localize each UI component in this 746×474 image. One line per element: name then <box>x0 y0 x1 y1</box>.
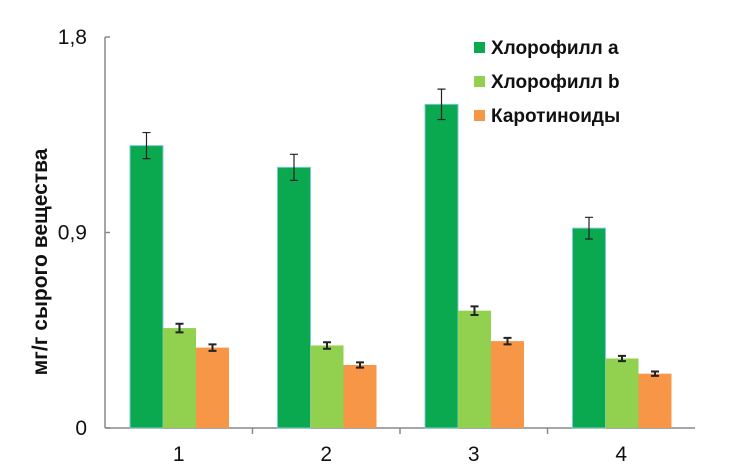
bar-3 <box>343 365 377 428</box>
bar-2 <box>310 345 344 428</box>
legend-label: Хлорофилл b <box>491 72 620 93</box>
x-tick-label: 1 <box>173 443 185 466</box>
bar-3 <box>196 347 229 428</box>
x-tick-label: 3 <box>468 443 480 466</box>
bar-2 <box>605 358 639 428</box>
legend-swatch <box>474 76 485 87</box>
y-tick-label: 0 <box>75 417 87 440</box>
bar-1 <box>572 227 606 429</box>
error-bar <box>290 153 298 181</box>
error-bar <box>618 354 626 363</box>
x-tick-label: 2 <box>320 443 332 466</box>
legend-label: Хлорофилл a <box>491 38 619 59</box>
error-bar <box>585 216 593 240</box>
bar-1 <box>277 166 311 429</box>
bar-1 <box>129 145 164 429</box>
error-bar <box>503 336 512 346</box>
error-bar <box>175 322 184 334</box>
bar-1 <box>424 103 459 429</box>
y-tick-label: 1,8 <box>58 26 87 49</box>
x-tick-label: 4 <box>615 443 627 466</box>
error-bar <box>651 370 659 377</box>
error-bar <box>437 88 446 121</box>
error-bar <box>323 341 331 350</box>
error-bar <box>470 305 479 317</box>
y-axis-label: мг/г сырого вещества <box>29 148 52 375</box>
bar-3 <box>638 373 672 428</box>
bar-3 <box>491 341 524 428</box>
legend-label: Каротиноиды <box>491 106 620 127</box>
bar-2 <box>458 310 491 428</box>
y-tick-label: 0,9 <box>58 222 87 245</box>
bar-2 <box>163 328 196 428</box>
error-bar <box>208 343 217 352</box>
error-bar <box>142 131 151 160</box>
legend-swatch <box>474 110 485 121</box>
error-bar <box>356 361 364 369</box>
legend-swatch <box>474 42 485 53</box>
